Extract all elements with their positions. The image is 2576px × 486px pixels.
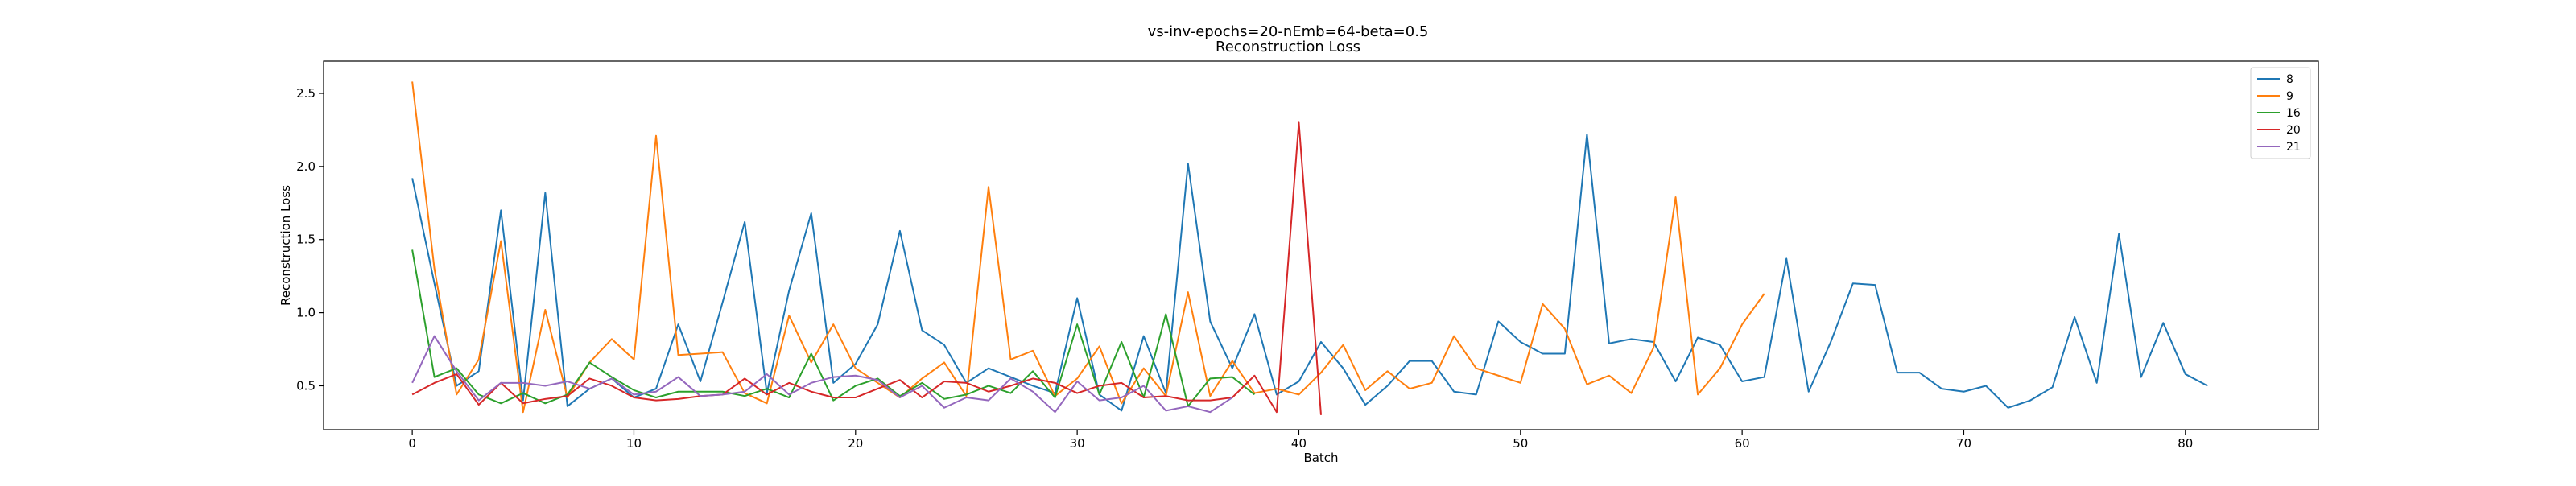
y-tick-label: 1.0 bbox=[296, 306, 316, 320]
series-line-16 bbox=[411, 249, 1256, 407]
x-tick-label: 40 bbox=[1291, 436, 1307, 451]
series-line-20 bbox=[411, 122, 1322, 415]
y-tick-label: 1.5 bbox=[296, 233, 316, 247]
series-line-21 bbox=[411, 335, 1233, 414]
x-tick-label: 20 bbox=[848, 436, 863, 451]
x-tick-label: 30 bbox=[1070, 436, 1085, 451]
legend-label-21: 21 bbox=[2286, 141, 2301, 154]
chart-title: vs-inv-epochs=20-nEmb=64-beta=0.5 bbox=[1148, 23, 1429, 40]
x-tick-label: 0 bbox=[408, 436, 416, 451]
x-tick-label: 80 bbox=[2178, 436, 2193, 451]
legend-label-20: 20 bbox=[2286, 124, 2301, 137]
y-tick-label: 2.5 bbox=[296, 86, 316, 101]
series-line-9 bbox=[411, 81, 1765, 414]
y-axis-label: Reconstruction Loss bbox=[279, 185, 293, 306]
y-tick-label: 2.0 bbox=[296, 159, 316, 174]
x-tick-label: 60 bbox=[1735, 436, 1750, 451]
series-line-8 bbox=[411, 133, 2208, 412]
x-tick-label: 50 bbox=[1513, 436, 1528, 451]
legend: 8 9 16 20 21 bbox=[2250, 67, 2311, 159]
x-tick-label: 70 bbox=[1956, 436, 1971, 451]
legend-box bbox=[2250, 67, 2311, 159]
y-tick-label: 0.5 bbox=[296, 378, 316, 393]
chart-subtitle: Reconstruction Loss bbox=[1216, 39, 1360, 56]
tick-layer: 0 10 20 30 40 50 60 70 80 0.5 1.0 1.5 2.0 2.5 bbox=[296, 86, 2193, 451]
series-layer bbox=[411, 81, 2208, 415]
legend-label-9: 9 bbox=[2286, 90, 2293, 103]
x-tick-label: 10 bbox=[626, 436, 642, 451]
legend-label-16: 16 bbox=[2286, 107, 2301, 120]
x-axis-label: Batch bbox=[1303, 451, 1338, 465]
legend-label-8: 8 bbox=[2286, 73, 2293, 86]
plot-area-frame bbox=[323, 60, 2319, 430]
